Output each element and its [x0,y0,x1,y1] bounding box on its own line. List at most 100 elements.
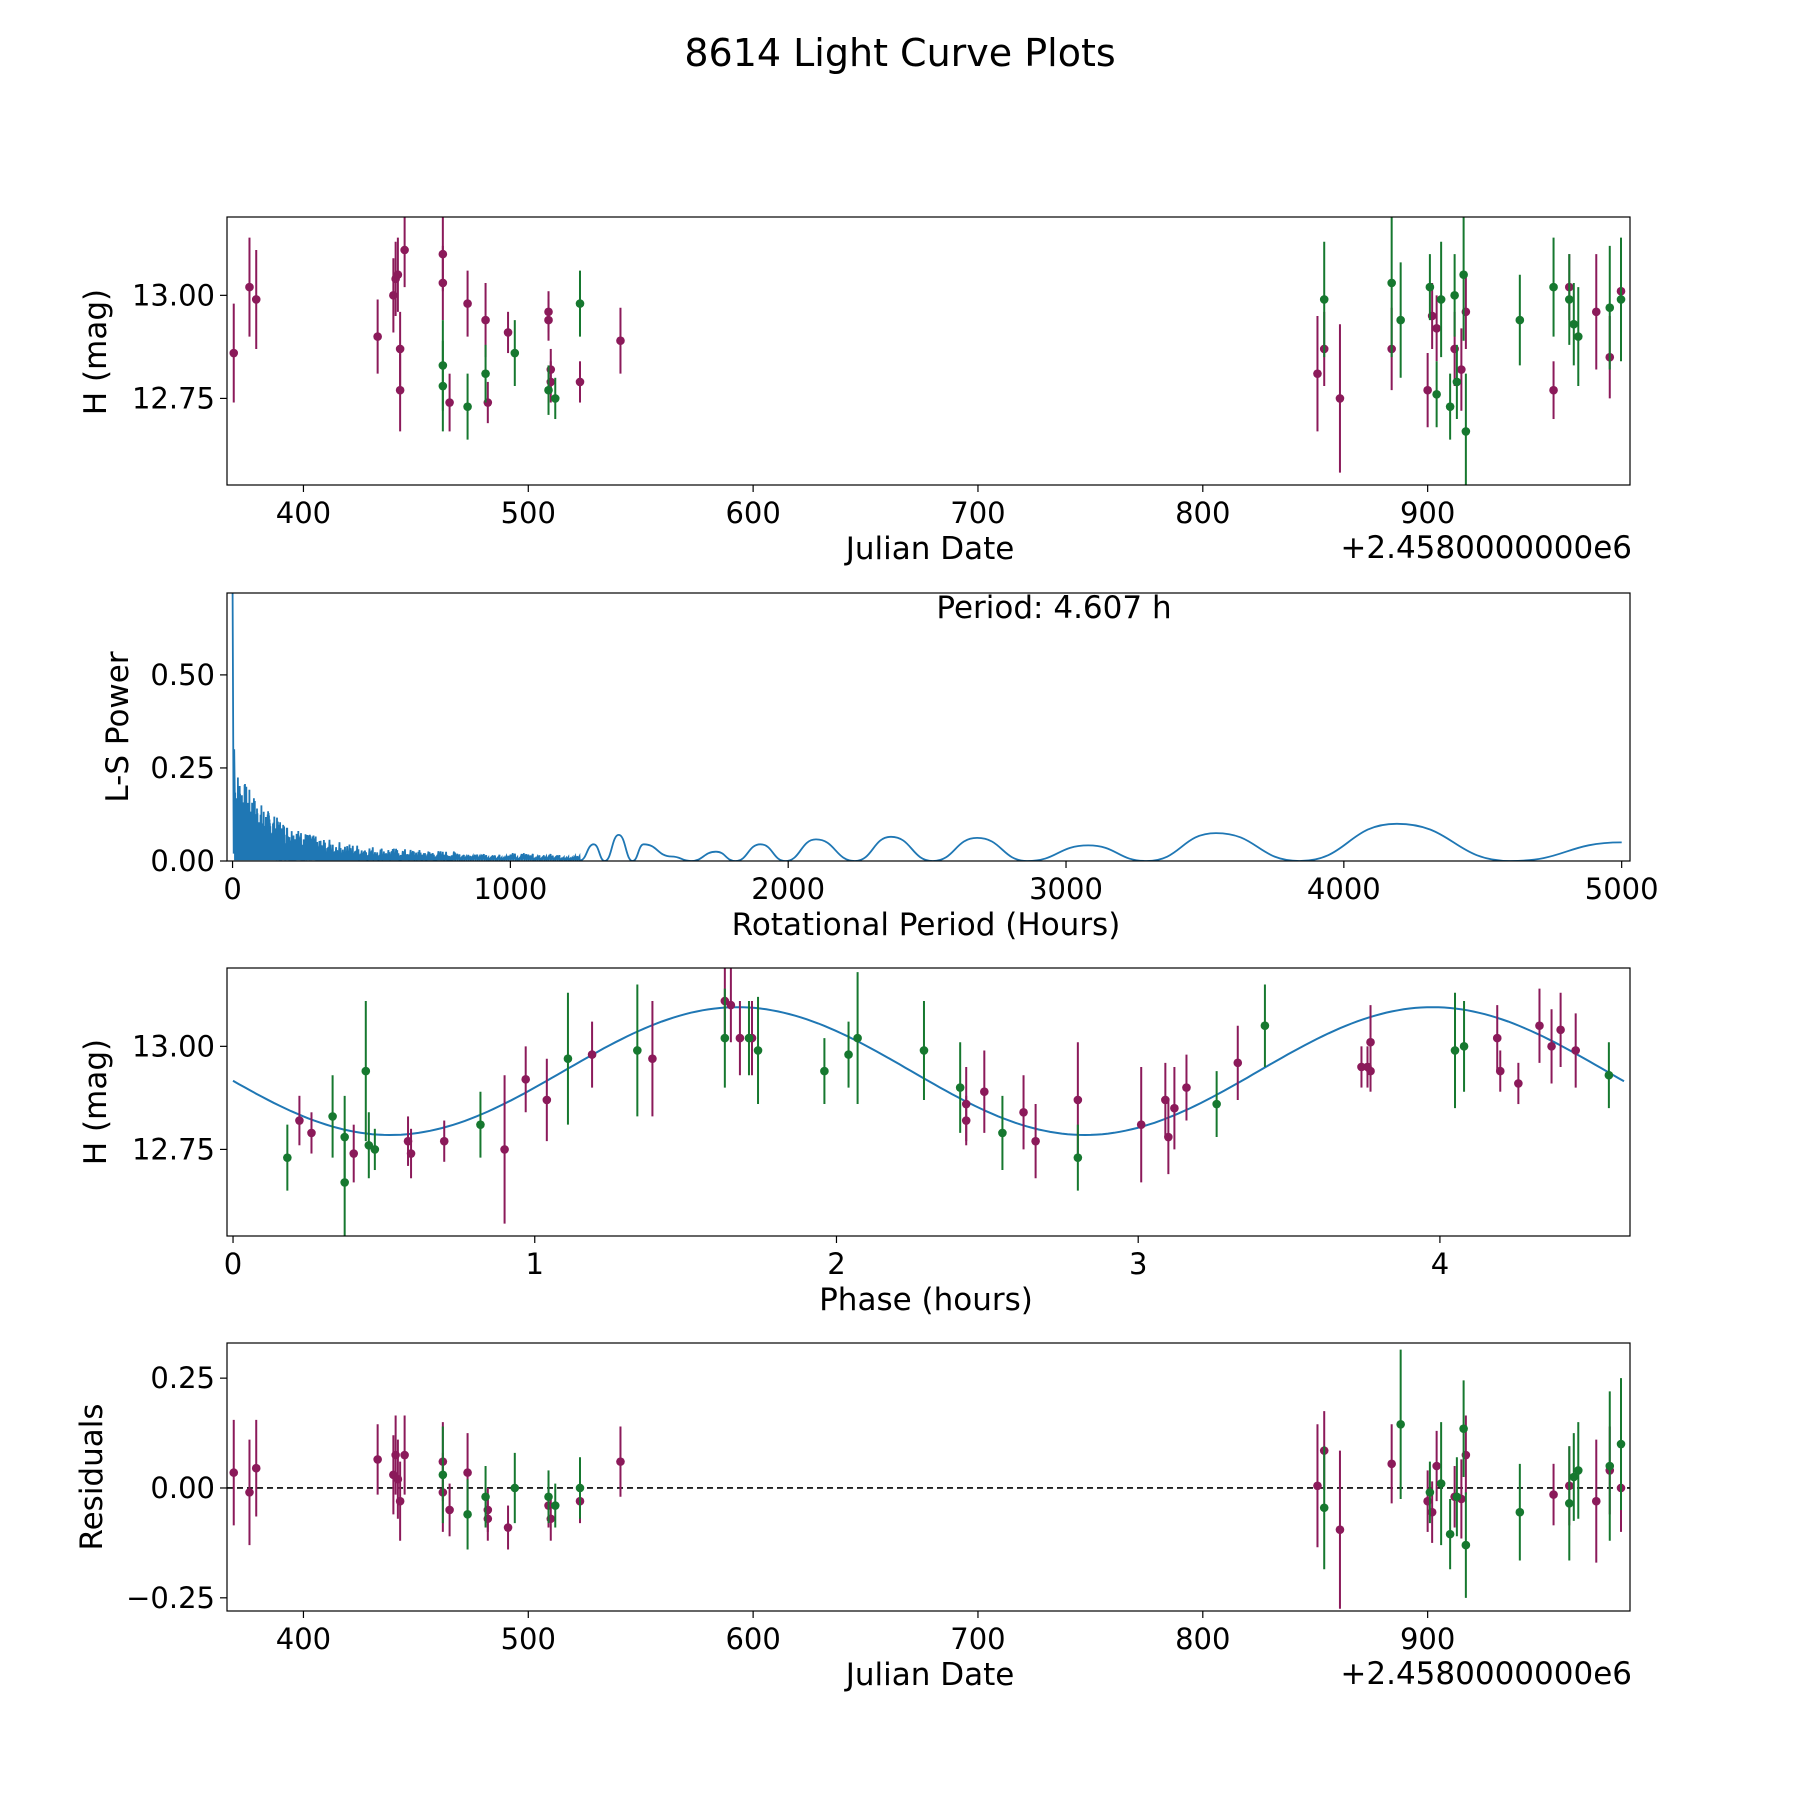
data-point [463,402,472,411]
model-curve [232,1006,1625,1137]
data-point [1260,1021,1270,1031]
residuals-xtick-label: 700 [950,1622,1005,1656]
data-point [1164,1132,1173,1142]
data-point [328,1112,337,1121]
periodogram-panel: Period: 4.607 h Rotational Period (Hours… [100,590,1659,943]
data-point [563,1054,573,1064]
data-point [1573,332,1583,341]
data-point [439,1136,449,1146]
data-point [463,1510,472,1519]
data-point [744,1033,754,1043]
lightcurve-ytick-label: 13.00 [132,278,215,312]
periodogram-ytick-label: 0.50 [150,658,215,692]
phased-ytick-label: 13.00 [132,1029,215,1063]
periodogram-ylabel: L-S Power [100,651,136,802]
data-point [1461,427,1471,436]
data-point [1564,1499,1574,1508]
lightcurve-xtick-label: 800 [1175,496,1230,530]
data-point [400,245,409,255]
lightcurve-ytick-label: 12.75 [132,381,215,415]
phased-plot-area [232,968,1625,1236]
periodogram-xlabel: Rotational Period (Hours) [732,907,1121,943]
data-point [1515,315,1525,325]
periodogram-ytick-label: 0.00 [150,844,215,878]
periodogram-ytick-label: 0.25 [150,751,215,785]
data-point [1573,1466,1583,1475]
data-point [550,1501,560,1510]
data-point [1605,1461,1615,1471]
data-point [1515,1507,1525,1517]
figure-title: 8614 Light Curve Plots [684,31,1115,75]
phased-xtick-label: 0 [224,1247,242,1281]
data-point [445,398,454,407]
data-point [1432,324,1441,333]
phased-xtick-label: 2 [827,1247,845,1281]
phased-ytick-label: 12.75 [132,1132,215,1166]
data-point [1136,1120,1146,1129]
data-point [1569,1472,1579,1482]
data-point [1549,282,1558,292]
periodogram-xtick-label: 3000 [1029,872,1103,906]
data-point [1549,1490,1558,1499]
data-point [980,1087,989,1096]
data-point [1495,1066,1505,1076]
lightcurve-xlabel: Julian Date [844,531,1015,567]
data-point [1319,1503,1329,1513]
residuals-ytick-label: 0.00 [150,1471,215,1505]
data-point [919,1046,929,1055]
data-point [373,1455,382,1464]
data-point [370,1145,380,1154]
residuals-ytick-label: −0.25 [126,1581,215,1615]
data-point [1452,1492,1462,1502]
data-point [720,1033,730,1043]
data-point [1366,1037,1375,1047]
data-point [1492,1033,1502,1043]
data-point [1313,1481,1322,1491]
data-point [1073,1153,1083,1162]
data-point [1212,1099,1221,1109]
data-point [1423,385,1432,395]
residuals-ylabel: Residuals [74,1403,110,1550]
data-point [1457,365,1466,374]
data-point [1170,1103,1179,1113]
data-point [1319,295,1329,304]
lightcurve-ylabel: H (mag) [78,289,114,415]
data-point [481,1492,490,1502]
periodogram-xtick-label: 0 [223,872,241,906]
data-point [1459,270,1468,280]
data-point [616,336,625,345]
data-point [1366,1066,1375,1076]
data-point [1459,1042,1469,1051]
phased-xlabel: Phase (hours) [819,1282,1033,1318]
data-point [438,381,448,391]
data-point [1564,295,1574,304]
residuals-axes-frame [226,1342,1631,1612]
data-point [633,1046,642,1055]
lightcurve-xtick-label: 600 [725,496,780,530]
residuals-xtick-label: 400 [276,1622,331,1656]
phased-series-magenta [295,968,1580,1224]
lightcurve-xtick-label: 400 [276,496,331,530]
lightcurve-series-magenta [229,217,1626,473]
data-point [503,328,513,337]
data-point [1335,394,1345,403]
data-point [1461,1540,1471,1550]
data-point [510,348,520,358]
data-point [1591,307,1601,317]
data-point [616,1457,625,1466]
data-point [510,1483,520,1493]
data-point [735,1033,745,1043]
residuals-xtick-label: 800 [1175,1622,1230,1656]
residuals-panel: Julian Date Residuals +2.4580000000e6 40… [74,1342,1632,1693]
data-point [544,315,553,325]
data-point [1604,1070,1614,1080]
residuals-xtick-label: 900 [1400,1622,1455,1656]
data-point [476,1120,485,1129]
data-point [245,282,254,292]
data-point [1182,1083,1191,1092]
phased-panel: Phase (hours) H (mag) 0 1 2 3 4 12.75 13.00 [78,967,1631,1318]
data-point [961,1116,971,1125]
data-point [340,1178,349,1187]
periodogram-xtick-label: 4000 [1307,872,1381,906]
data-point [1233,1058,1243,1068]
